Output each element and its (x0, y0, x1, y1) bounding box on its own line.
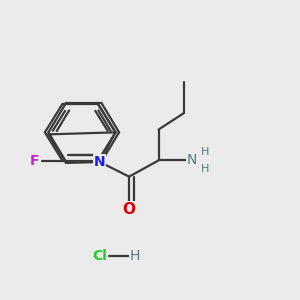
Text: N: N (94, 155, 106, 169)
Text: H: H (201, 164, 209, 174)
Text: H: H (130, 249, 140, 263)
Text: O: O (123, 202, 136, 217)
Text: H: H (201, 147, 209, 157)
Text: F: F (29, 154, 39, 168)
Text: N: N (187, 153, 197, 167)
Text: Cl: Cl (92, 249, 107, 263)
